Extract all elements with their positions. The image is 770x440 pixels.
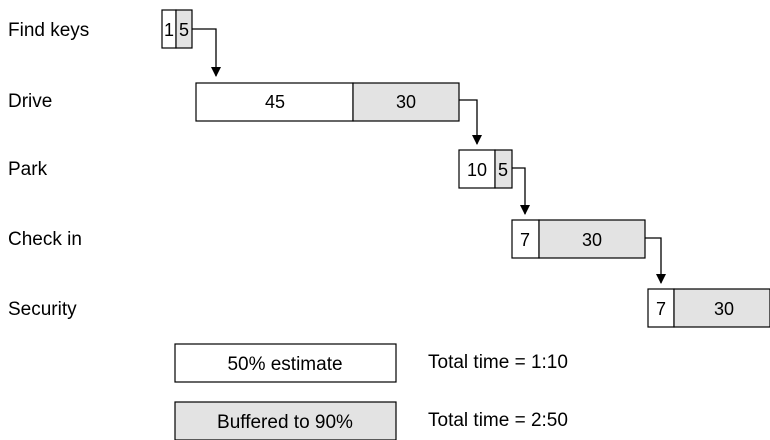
- task-bar-security: 7 30: [647, 288, 770, 328]
- buffer-segment: [538, 219, 646, 259]
- task-label-check-in: Check in: [8, 229, 82, 250]
- buffer-value: 30: [714, 299, 734, 319]
- buffer-value: 30: [396, 92, 416, 112]
- legend-estimate-label: 50% estimate: [227, 354, 342, 375]
- estimate-value: 45: [265, 92, 285, 112]
- buffer-value: 5: [498, 160, 508, 180]
- task-label-park: Park: [8, 159, 48, 180]
- legend: 50% estimate Total time = 1:10 Buffered …: [174, 343, 568, 440]
- task-label-drive: Drive: [8, 91, 52, 112]
- task-bar-check-in: 7 30: [511, 219, 646, 259]
- task-bar-find-keys: 1 5: [161, 9, 193, 49]
- buffer-value: 5: [179, 20, 189, 40]
- estimate-segment: [647, 288, 675, 328]
- estimate-value: 10: [467, 160, 487, 180]
- task-bar-park: 10 5: [458, 149, 513, 189]
- task-bar-drive: 45 30: [195, 82, 460, 122]
- estimate-segment: [195, 82, 354, 122]
- dependency-arrow-find-keys-to-drive: [192, 28, 221, 77]
- estimate-value: 7: [520, 230, 530, 250]
- estimate-segment: [511, 219, 540, 259]
- buffer-segment: [352, 82, 460, 122]
- buffer-segment: [494, 149, 513, 189]
- dependency-arrow-drive-to-park: [459, 99, 482, 145]
- legend-buffered-swatch: [174, 401, 397, 440]
- legend-estimate-swatch: [174, 343, 397, 383]
- legend-estimate-total: Total time = 1:10: [428, 352, 568, 373]
- legend-buffered-label: Buffered to 90%: [217, 412, 353, 433]
- buffer-segment: [673, 288, 770, 328]
- legend-buffered-total: Total time = 2:50: [428, 410, 568, 431]
- task-label-security: Security: [8, 299, 77, 320]
- buffer-value: 30: [582, 230, 602, 250]
- estimate-value: 7: [656, 299, 666, 319]
- estimate-value: 1: [164, 20, 174, 40]
- task-label-find-keys: Find keys: [8, 20, 89, 41]
- dependency-arrow-park-to-check-in: [512, 167, 530, 215]
- dependency-arrow-check-in-to-security: [645, 237, 666, 284]
